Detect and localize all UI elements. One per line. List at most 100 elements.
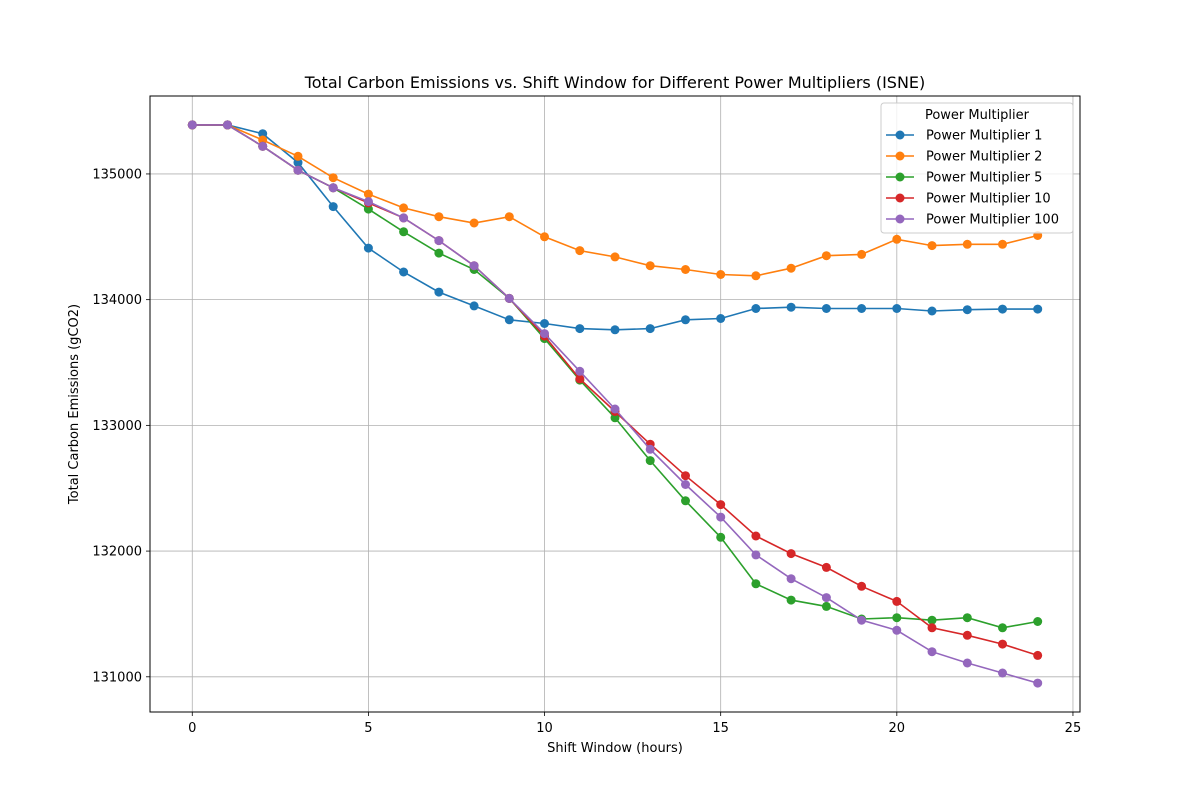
data-point	[540, 329, 549, 339]
data-point	[927, 647, 937, 657]
data-point	[1033, 617, 1043, 626]
data-point	[1033, 678, 1043, 688]
data-point	[786, 574, 796, 584]
data-point	[328, 173, 338, 183]
data-point	[857, 615, 867, 625]
data-point	[363, 243, 373, 253]
data-point	[469, 261, 479, 271]
legend-item: Power Multiplier 5	[886, 171, 1042, 186]
data-point	[892, 596, 902, 606]
data-point	[645, 324, 655, 334]
data-point	[187, 120, 197, 130]
series-group	[187, 120, 1043, 688]
legend-label: Power Multiplier 1	[926, 129, 1042, 144]
data-point	[645, 261, 655, 271]
data-point	[821, 593, 831, 603]
data-point	[962, 630, 972, 640]
data-point	[892, 613, 902, 623]
data-point	[610, 252, 620, 262]
legend-label: Power Multiplier 5	[926, 171, 1042, 186]
x-tick-label: 25	[1065, 721, 1082, 736]
data-point	[962, 658, 972, 668]
y-axis-label: Total Carbon Emissions (gCO2)	[67, 304, 82, 505]
data-point	[998, 668, 1007, 678]
data-point	[399, 227, 409, 237]
data-point	[293, 151, 303, 161]
data-point	[751, 304, 761, 313]
data-point	[540, 232, 549, 242]
data-point	[786, 595, 796, 605]
y-tick-label: 131000	[92, 670, 142, 685]
data-point	[434, 236, 444, 246]
data-point	[716, 532, 726, 542]
data-point	[434, 287, 444, 297]
data-point	[575, 366, 585, 376]
data-point	[786, 263, 796, 273]
data-point	[857, 304, 867, 313]
data-point	[258, 135, 268, 145]
data-point	[363, 197, 373, 207]
y-tick-label: 132000	[92, 545, 142, 560]
data-point	[610, 404, 620, 414]
data-point	[716, 270, 726, 279]
data-point	[998, 239, 1007, 249]
data-point	[681, 315, 690, 325]
data-point	[962, 305, 972, 315]
data-point	[716, 500, 726, 510]
legend-items: Power Multiplier 1 Power Multiplier 2 Powe…	[886, 129, 1059, 228]
data-point	[998, 623, 1007, 633]
legend-marker	[895, 172, 905, 182]
data-point	[892, 304, 902, 313]
series-group	[187, 120, 1043, 335]
data-point	[223, 120, 232, 130]
legend-item: Power Multiplier 2	[886, 150, 1042, 165]
data-point	[293, 158, 303, 168]
legend-label: Power Multiplier 2	[926, 150, 1042, 165]
data-point	[328, 202, 338, 212]
data-point	[575, 246, 585, 256]
x-axis-label: Shift Window (hours)	[547, 741, 683, 756]
y-tick-label: 134000	[92, 293, 142, 308]
data-point	[751, 579, 761, 589]
data-point	[927, 623, 937, 633]
series-layer	[187, 120, 1043, 688]
data-point	[434, 248, 444, 258]
data-point	[821, 562, 831, 572]
x-tick-label: 15	[712, 721, 729, 736]
data-point	[821, 601, 831, 611]
data-point	[716, 314, 726, 323]
data-point	[328, 183, 338, 193]
x-tick-label: 20	[889, 721, 906, 736]
x-tick-label: 5	[364, 721, 372, 736]
data-point	[786, 549, 796, 559]
data-point	[892, 234, 902, 244]
legend-label: Power Multiplier 10	[926, 192, 1051, 207]
plot-area-frame	[149, 95, 1081, 713]
data-point	[681, 471, 690, 481]
data-point	[434, 212, 444, 222]
data-point	[892, 625, 902, 635]
data-point	[857, 249, 867, 259]
legend-marker	[895, 214, 905, 224]
data-point	[927, 306, 937, 316]
data-point	[399, 203, 409, 213]
legend-item: Power Multiplier 100	[886, 213, 1059, 228]
x-tick-label: 0	[188, 721, 196, 736]
data-point	[1033, 650, 1043, 660]
chart-title: Total Carbon Emissions vs. Shift Window …	[304, 73, 926, 92]
data-point	[681, 265, 690, 274]
x-tick-label: 10	[536, 721, 553, 736]
legend-marker	[895, 130, 905, 140]
data-point	[399, 267, 409, 277]
data-point	[610, 325, 620, 335]
legend-label: Power Multiplier 100	[926, 213, 1059, 228]
data-point	[363, 204, 373, 214]
legend: Power Multiplier Power Multiplier 1Power…	[880, 102, 1074, 234]
data-point	[575, 374, 585, 384]
data-point	[610, 413, 620, 423]
data-point	[504, 212, 514, 222]
axis-ticks: 0 5 10 15 20 25 131000 132000 133000 134000 135000	[92, 167, 1081, 736]
data-point	[821, 304, 831, 313]
data-point	[751, 550, 761, 560]
